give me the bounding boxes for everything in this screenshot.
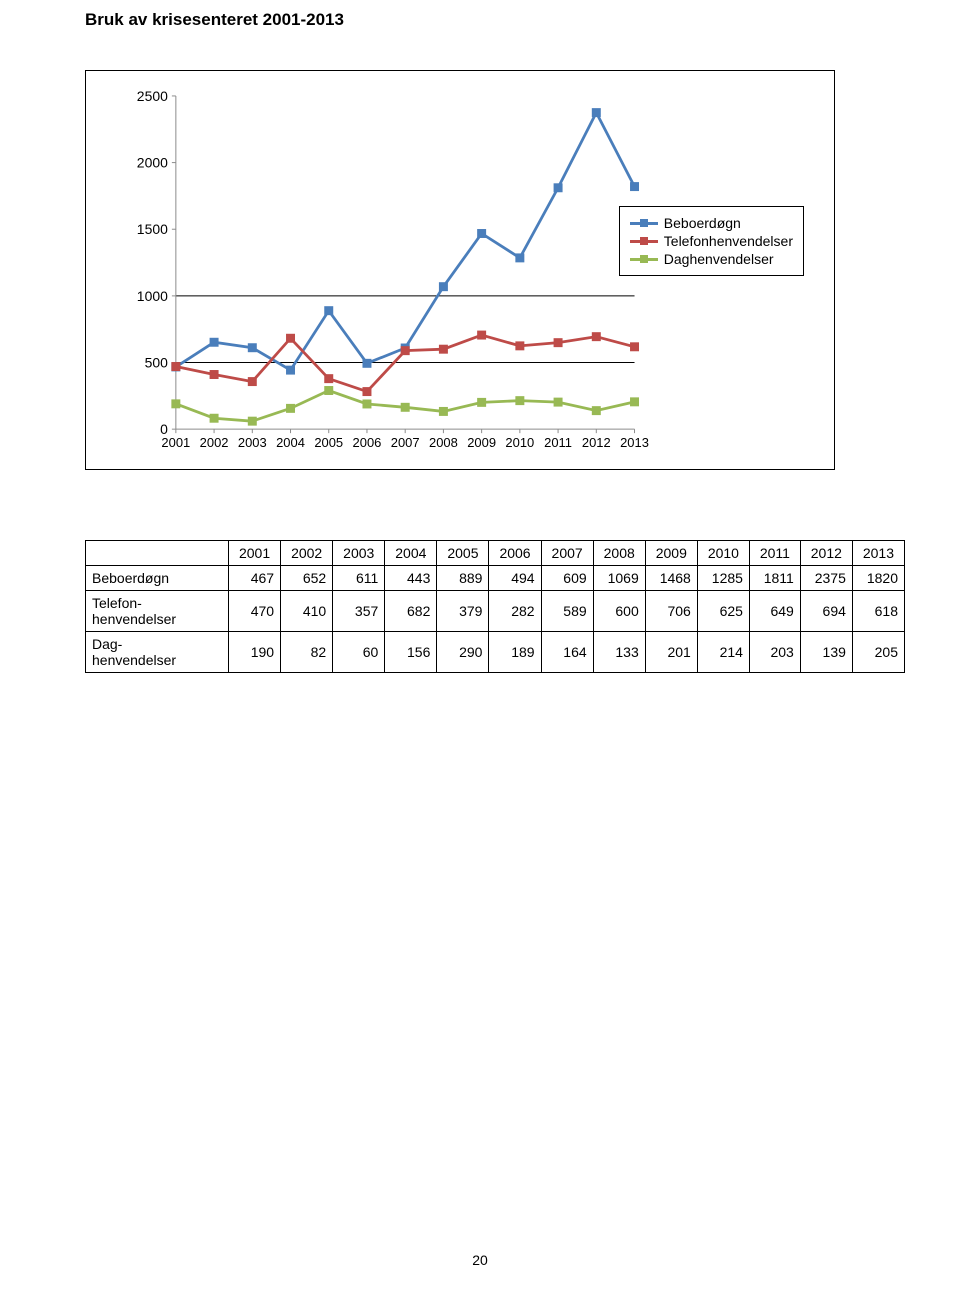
page-number: 20 xyxy=(0,1252,960,1268)
svg-text:2005: 2005 xyxy=(314,435,343,450)
table-cell: 379 xyxy=(437,591,489,632)
svg-text:2013: 2013 xyxy=(620,435,649,450)
table-cell: 443 xyxy=(385,566,437,591)
table-col-header: 2009 xyxy=(645,541,697,566)
table-body: Beboerdøgn467652611443889494609106914681… xyxy=(86,566,905,673)
table-row: Dag- henvendelser19082601562901891641332… xyxy=(86,632,905,673)
table-cell: 589 xyxy=(541,591,593,632)
svg-text:2003: 2003 xyxy=(238,435,267,450)
table-cell: 618 xyxy=(852,591,904,632)
table-row: Beboerdøgn467652611443889494609106914681… xyxy=(86,566,905,591)
svg-text:1000: 1000 xyxy=(137,288,168,304)
table-cell: 1820 xyxy=(852,566,904,591)
chart-legend: Beboerdøgn Telefonhenvendelser Daghenvende… xyxy=(619,206,804,276)
table-cell: 190 xyxy=(229,632,281,673)
table-cell: 706 xyxy=(645,591,697,632)
table-col-header: 2003 xyxy=(333,541,385,566)
table-cell: 600 xyxy=(593,591,645,632)
table-cell: 189 xyxy=(489,632,541,673)
svg-text:2011: 2011 xyxy=(544,435,572,450)
svg-text:2002: 2002 xyxy=(200,435,229,450)
legend-swatch xyxy=(630,217,658,229)
table-cell: 156 xyxy=(385,632,437,673)
table-col-header: 2006 xyxy=(489,541,541,566)
table-cell: 214 xyxy=(697,632,749,673)
table-cell: 1285 xyxy=(697,566,749,591)
table-cell: 139 xyxy=(800,632,852,673)
chart-container: 0500100015002000250020012002200320042005… xyxy=(85,70,835,470)
table-col-header: 2013 xyxy=(852,541,904,566)
table-col-header: 2011 xyxy=(749,541,800,566)
table-row: Telefon- henvendelser4704103576823792825… xyxy=(86,591,905,632)
table-cell: 2375 xyxy=(800,566,852,591)
legend-swatch xyxy=(630,235,658,247)
svg-text:2006: 2006 xyxy=(353,435,382,450)
svg-text:2007: 2007 xyxy=(391,435,420,450)
table-col-header: 2002 xyxy=(281,541,333,566)
legend-item: Beboerdøgn xyxy=(630,215,793,231)
svg-text:2008: 2008 xyxy=(429,435,458,450)
svg-text:2012: 2012 xyxy=(582,435,611,450)
page-title: Bruk av krisesenteret 2001-2013 xyxy=(85,10,905,30)
legend-label: Beboerdøgn xyxy=(664,215,741,231)
data-table: 2001200220032004200520062007200820092010… xyxy=(85,540,905,673)
legend-item: Telefonhenvendelser xyxy=(630,233,793,249)
table-col-header: 2008 xyxy=(593,541,645,566)
table-row-label: Telefon- henvendelser xyxy=(86,591,229,632)
table-cell: 82 xyxy=(281,632,333,673)
svg-text:500: 500 xyxy=(145,355,169,371)
table-col-header: 2007 xyxy=(541,541,593,566)
table-col-header: 2004 xyxy=(385,541,437,566)
table-cell: 164 xyxy=(541,632,593,673)
legend-label: Telefonhenvendelser xyxy=(664,233,793,249)
table-cell: 609 xyxy=(541,566,593,591)
table-cell: 133 xyxy=(593,632,645,673)
table-row-label: Beboerdøgn xyxy=(86,566,229,591)
table-cell: 201 xyxy=(645,632,697,673)
svg-text:1500: 1500 xyxy=(137,221,168,237)
table-cell: 470 xyxy=(229,591,281,632)
table-col-header xyxy=(86,541,229,566)
legend-label: Daghenvendelser xyxy=(664,251,774,267)
table-cell: 649 xyxy=(749,591,800,632)
table-col-header: 2012 xyxy=(800,541,852,566)
table-header-row: 2001200220032004200520062007200820092010… xyxy=(86,541,905,566)
table-cell: 205 xyxy=(852,632,904,673)
table-cell: 694 xyxy=(800,591,852,632)
svg-text:2001: 2001 xyxy=(161,435,190,450)
table-cell: 625 xyxy=(697,591,749,632)
table-cell: 611 xyxy=(333,566,385,591)
table-cell: 889 xyxy=(437,566,489,591)
table-cell: 282 xyxy=(489,591,541,632)
table-cell: 1811 xyxy=(749,566,800,591)
table-col-header: 2001 xyxy=(229,541,281,566)
table-row-label: Dag- henvendelser xyxy=(86,632,229,673)
table-cell: 467 xyxy=(229,566,281,591)
table-cell: 203 xyxy=(749,632,800,673)
table-col-header: 2010 xyxy=(697,541,749,566)
table-col-header: 2005 xyxy=(437,541,489,566)
table-cell: 494 xyxy=(489,566,541,591)
page: Bruk av krisesenteret 2001-2013 05001000… xyxy=(0,0,960,1296)
table-cell: 1069 xyxy=(593,566,645,591)
legend-swatch xyxy=(630,253,658,265)
svg-text:2000: 2000 xyxy=(137,155,168,171)
svg-text:2004: 2004 xyxy=(276,435,305,450)
svg-text:2010: 2010 xyxy=(505,435,534,450)
table-cell: 60 xyxy=(333,632,385,673)
table-cell: 357 xyxy=(333,591,385,632)
table-cell: 410 xyxy=(281,591,333,632)
table-cell: 652 xyxy=(281,566,333,591)
table-cell: 1468 xyxy=(645,566,697,591)
table-cell: 682 xyxy=(385,591,437,632)
svg-text:2009: 2009 xyxy=(467,435,496,450)
table-cell: 290 xyxy=(437,632,489,673)
svg-text:2500: 2500 xyxy=(137,88,168,104)
legend-item: Daghenvendelser xyxy=(630,251,793,267)
